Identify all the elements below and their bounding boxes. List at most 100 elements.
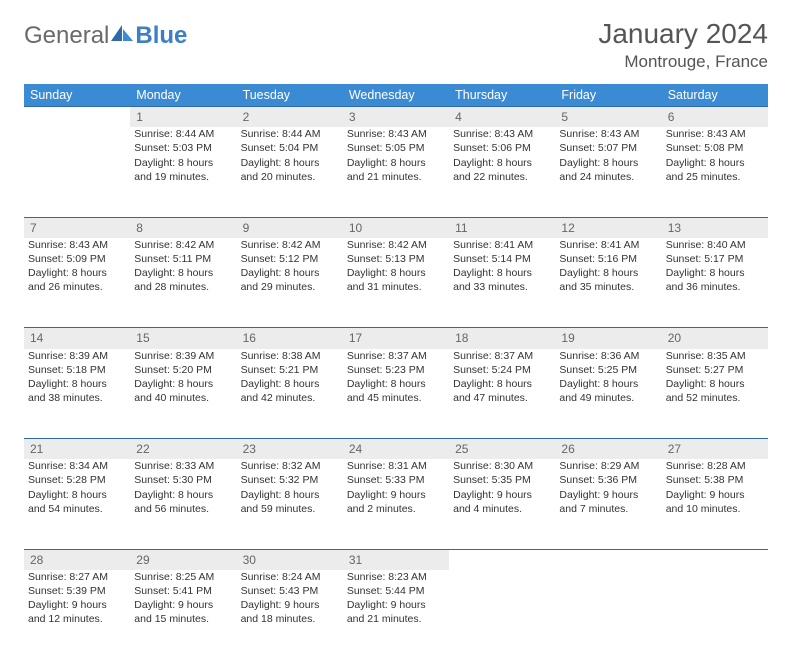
day-number-cell: 3 — [343, 107, 449, 128]
day-number-cell: 7 — [24, 217, 130, 238]
day-number-cell: 13 — [662, 217, 768, 238]
day-cell: Sunrise: 8:38 AMSunset: 5:21 PMDaylight:… — [237, 349, 343, 439]
weekday-header: Sunday — [24, 84, 130, 107]
day-number-cell: 1 — [130, 107, 236, 128]
daylight2-text: and 47 minutes. — [453, 391, 551, 405]
day-cell: Sunrise: 8:30 AMSunset: 5:35 PMDaylight:… — [449, 459, 555, 549]
daylight2-text: and 49 minutes. — [559, 391, 657, 405]
day-number-cell: 29 — [130, 549, 236, 570]
day-cell: Sunrise: 8:40 AMSunset: 5:17 PMDaylight:… — [662, 238, 768, 328]
weekday-header: Friday — [555, 84, 661, 107]
sunset-text: Sunset: 5:11 PM — [134, 252, 232, 266]
day-cell: Sunrise: 8:39 AMSunset: 5:18 PMDaylight:… — [24, 349, 130, 439]
location-subtitle: Montrouge, France — [598, 52, 768, 72]
sunset-text: Sunset: 5:35 PM — [453, 473, 551, 487]
daylight1-text: Daylight: 8 hours — [28, 266, 126, 280]
day-cell: Sunrise: 8:43 AMSunset: 5:07 PMDaylight:… — [555, 127, 661, 217]
sunset-text: Sunset: 5:44 PM — [347, 584, 445, 598]
day-cell: Sunrise: 8:39 AMSunset: 5:20 PMDaylight:… — [130, 349, 236, 439]
daylight1-text: Daylight: 8 hours — [241, 488, 339, 502]
daylight1-text: Daylight: 8 hours — [347, 266, 445, 280]
sunset-text: Sunset: 5:24 PM — [453, 363, 551, 377]
daylight2-text: and 59 minutes. — [241, 502, 339, 516]
sunrise-text: Sunrise: 8:40 AM — [666, 238, 764, 252]
day-cell: Sunrise: 8:42 AMSunset: 5:12 PMDaylight:… — [237, 238, 343, 328]
daylight2-text: and 42 minutes. — [241, 391, 339, 405]
content-row: Sunrise: 8:43 AMSunset: 5:09 PMDaylight:… — [24, 238, 768, 328]
sunrise-text: Sunrise: 8:37 AM — [453, 349, 551, 363]
day-cell: Sunrise: 8:31 AMSunset: 5:33 PMDaylight:… — [343, 459, 449, 549]
sunrise-text: Sunrise: 8:43 AM — [666, 127, 764, 141]
day-number-cell: 22 — [130, 439, 236, 460]
daylight2-text: and 12 minutes. — [28, 612, 126, 626]
sunset-text: Sunset: 5:20 PM — [134, 363, 232, 377]
day-cell — [449, 570, 555, 660]
daylight2-text: and 40 minutes. — [134, 391, 232, 405]
day-cell: Sunrise: 8:41 AMSunset: 5:16 PMDaylight:… — [555, 238, 661, 328]
day-number-cell: 16 — [237, 328, 343, 349]
day-number-cell: 5 — [555, 107, 661, 128]
sunrise-text: Sunrise: 8:44 AM — [241, 127, 339, 141]
sunrise-text: Sunrise: 8:27 AM — [28, 570, 126, 584]
day-cell: Sunrise: 8:28 AMSunset: 5:38 PMDaylight:… — [662, 459, 768, 549]
day-number-cell: 2 — [237, 107, 343, 128]
daylight1-text: Daylight: 9 hours — [559, 488, 657, 502]
sunrise-text: Sunrise: 8:41 AM — [453, 238, 551, 252]
day-number-cell: 20 — [662, 328, 768, 349]
day-number-cell: 17 — [343, 328, 449, 349]
sunset-text: Sunset: 5:28 PM — [28, 473, 126, 487]
daylight1-text: Daylight: 8 hours — [28, 488, 126, 502]
daylight2-text: and 54 minutes. — [28, 502, 126, 516]
sunrise-text: Sunrise: 8:39 AM — [28, 349, 126, 363]
sunrise-text: Sunrise: 8:42 AM — [134, 238, 232, 252]
day-number-cell: 23 — [237, 439, 343, 460]
daynum-row: 21222324252627 — [24, 439, 768, 460]
daynum-row: 123456 — [24, 107, 768, 128]
daylight2-text: and 10 minutes. — [666, 502, 764, 516]
brand-part2: Blue — [135, 22, 187, 50]
daylight1-text: Daylight: 8 hours — [453, 377, 551, 391]
daylight2-text: and 2 minutes. — [347, 502, 445, 516]
day-cell: Sunrise: 8:43 AMSunset: 5:06 PMDaylight:… — [449, 127, 555, 217]
weekday-header: Tuesday — [237, 84, 343, 107]
day-cell: Sunrise: 8:35 AMSunset: 5:27 PMDaylight:… — [662, 349, 768, 439]
daylight2-text: and 25 minutes. — [666, 170, 764, 184]
daylight2-text: and 15 minutes. — [134, 612, 232, 626]
daylight2-text: and 36 minutes. — [666, 280, 764, 294]
day-cell: Sunrise: 8:42 AMSunset: 5:13 PMDaylight:… — [343, 238, 449, 328]
sunrise-text: Sunrise: 8:36 AM — [559, 349, 657, 363]
sunset-text: Sunset: 5:16 PM — [559, 252, 657, 266]
daylight2-text: and 28 minutes. — [134, 280, 232, 294]
sunset-text: Sunset: 5:12 PM — [241, 252, 339, 266]
daynum-row: 78910111213 — [24, 217, 768, 238]
sunrise-text: Sunrise: 8:43 AM — [559, 127, 657, 141]
daylight1-text: Daylight: 8 hours — [28, 377, 126, 391]
sunset-text: Sunset: 5:25 PM — [559, 363, 657, 377]
daylight1-text: Daylight: 8 hours — [241, 377, 339, 391]
sunset-text: Sunset: 5:17 PM — [666, 252, 764, 266]
daylight1-text: Daylight: 8 hours — [453, 266, 551, 280]
day-number-cell: 28 — [24, 549, 130, 570]
weekday-header: Wednesday — [343, 84, 449, 107]
daylight2-text: and 31 minutes. — [347, 280, 445, 294]
weekday-header-row: Sunday Monday Tuesday Wednesday Thursday… — [24, 84, 768, 107]
daylight2-text: and 29 minutes. — [241, 280, 339, 294]
day-cell: Sunrise: 8:41 AMSunset: 5:14 PMDaylight:… — [449, 238, 555, 328]
day-cell: Sunrise: 8:44 AMSunset: 5:04 PMDaylight:… — [237, 127, 343, 217]
sunset-text: Sunset: 5:33 PM — [347, 473, 445, 487]
daylight2-text: and 35 minutes. — [559, 280, 657, 294]
daylight2-text: and 20 minutes. — [241, 170, 339, 184]
sunset-text: Sunset: 5:14 PM — [453, 252, 551, 266]
sunset-text: Sunset: 5:03 PM — [134, 141, 232, 155]
daylight1-text: Daylight: 9 hours — [241, 598, 339, 612]
sunset-text: Sunset: 5:38 PM — [666, 473, 764, 487]
daylight1-text: Daylight: 9 hours — [134, 598, 232, 612]
sunrise-text: Sunrise: 8:24 AM — [241, 570, 339, 584]
daylight2-text: and 38 minutes. — [28, 391, 126, 405]
sunrise-text: Sunrise: 8:39 AM — [134, 349, 232, 363]
content-row: Sunrise: 8:27 AMSunset: 5:39 PMDaylight:… — [24, 570, 768, 660]
sunset-text: Sunset: 5:13 PM — [347, 252, 445, 266]
sunset-text: Sunset: 5:41 PM — [134, 584, 232, 598]
sunset-text: Sunset: 5:21 PM — [241, 363, 339, 377]
day-cell: Sunrise: 8:37 AMSunset: 5:23 PMDaylight:… — [343, 349, 449, 439]
